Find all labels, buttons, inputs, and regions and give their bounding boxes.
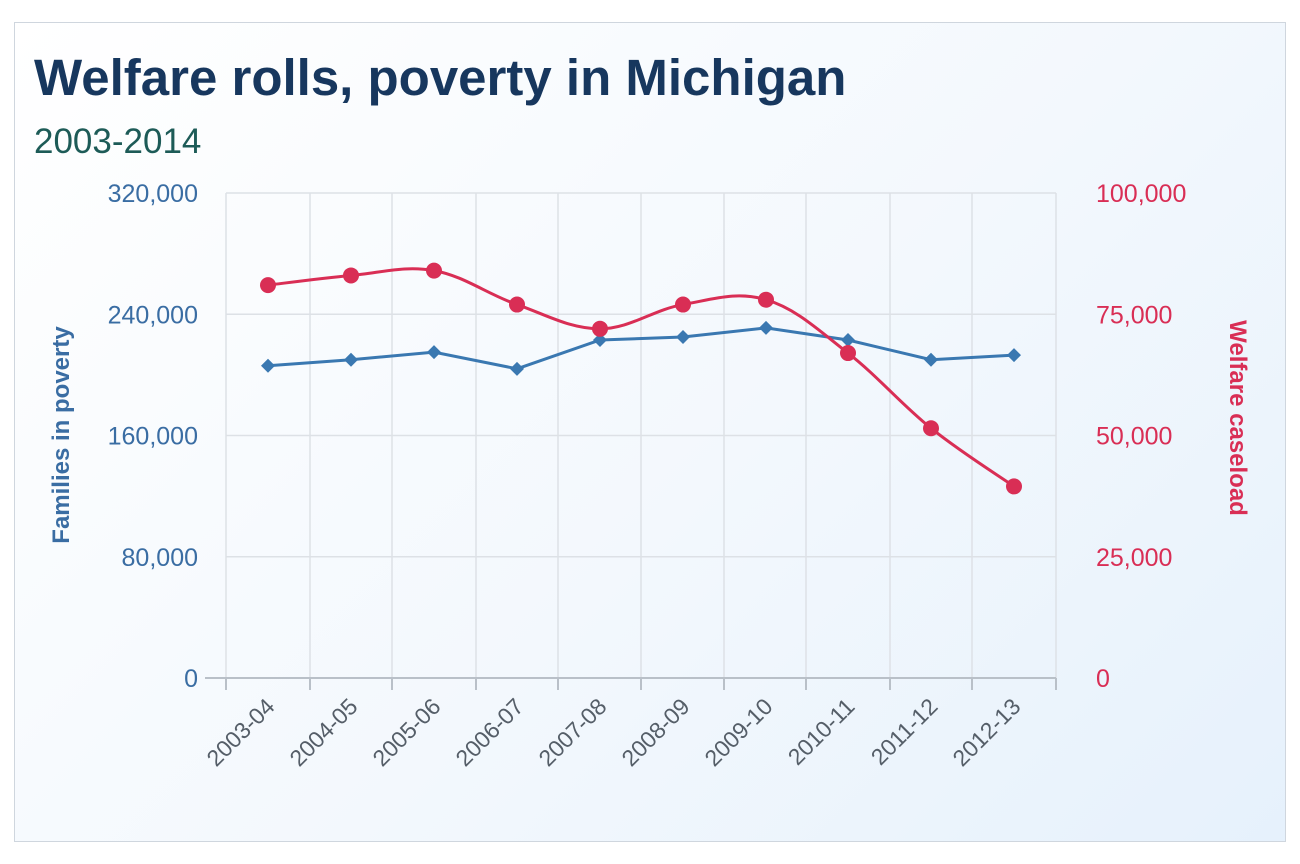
data-point-families-in-poverty (924, 352, 938, 367)
data-point-welfare-caseload (260, 277, 276, 294)
x-tick-label: 2005-06 (367, 693, 445, 771)
x-tick-label: 2010-11 (783, 693, 860, 770)
data-point-welfare-caseload (923, 420, 939, 437)
right-tick-label: 0 (1096, 665, 1110, 693)
data-point-welfare-caseload (509, 296, 525, 313)
right-tick-label: 50,000 (1096, 423, 1172, 451)
chart-subtitle: 2003-2014 (34, 122, 202, 161)
left-tick-label: 240,000 (108, 301, 198, 329)
data-point-families-in-poverty (676, 329, 690, 344)
left-tick-label: 80,000 (122, 544, 198, 572)
right-axis-label: Welfare caseload (1224, 320, 1251, 516)
left-tick-label: 0 (184, 665, 198, 693)
left-tick-label: 160,000 (108, 423, 198, 451)
x-tick-label: 2004-05 (284, 693, 362, 771)
data-point-welfare-caseload (840, 345, 856, 362)
series (260, 262, 1022, 495)
x-tick-label: 2003-04 (201, 693, 279, 771)
x-tick-label: 2011-12 (866, 693, 943, 770)
right-tick-label: 100,000 (1096, 180, 1186, 208)
data-point-welfare-caseload (758, 291, 774, 308)
data-point-welfare-caseload (1006, 478, 1022, 495)
x-tick-label: 2008-09 (616, 693, 694, 771)
x-tick-label: 2009-10 (699, 693, 777, 771)
right-tick-label: 75,000 (1096, 301, 1172, 329)
x-tick-label: 2012-13 (947, 693, 1025, 771)
x-tick-label: 2006-07 (450, 693, 528, 771)
data-point-families-in-poverty (1007, 348, 1021, 363)
data-point-families-in-poverty (344, 352, 358, 367)
data-point-families-in-poverty (261, 358, 275, 373)
data-point-families-in-poverty (593, 333, 607, 348)
data-point-families-in-poverty (759, 320, 773, 335)
series-line-families-in-poverty (267, 326, 1015, 371)
data-point-welfare-caseload (426, 262, 442, 279)
axes: 0 80,000 160,000 240,000 320,000 0 25,000 50,00… (108, 180, 1187, 771)
right-tick-label: 25,000 (1096, 544, 1172, 572)
chart-title: Welfare rolls, poverty in Michigan (34, 49, 847, 106)
left-tick-label: 320,000 (108, 180, 198, 208)
x-tick-label: 2007-08 (533, 693, 611, 771)
data-point-welfare-caseload (675, 296, 691, 313)
data-point-welfare-caseload (343, 267, 359, 284)
left-axis-label: Families in poverty (48, 326, 75, 544)
data-point-families-in-poverty (427, 345, 441, 360)
data-point-families-in-poverty (841, 333, 855, 348)
data-point-families-in-poverty (510, 361, 524, 376)
data-point-welfare-caseload (592, 320, 608, 337)
series-line-welfare-caseload (267, 267, 1015, 488)
